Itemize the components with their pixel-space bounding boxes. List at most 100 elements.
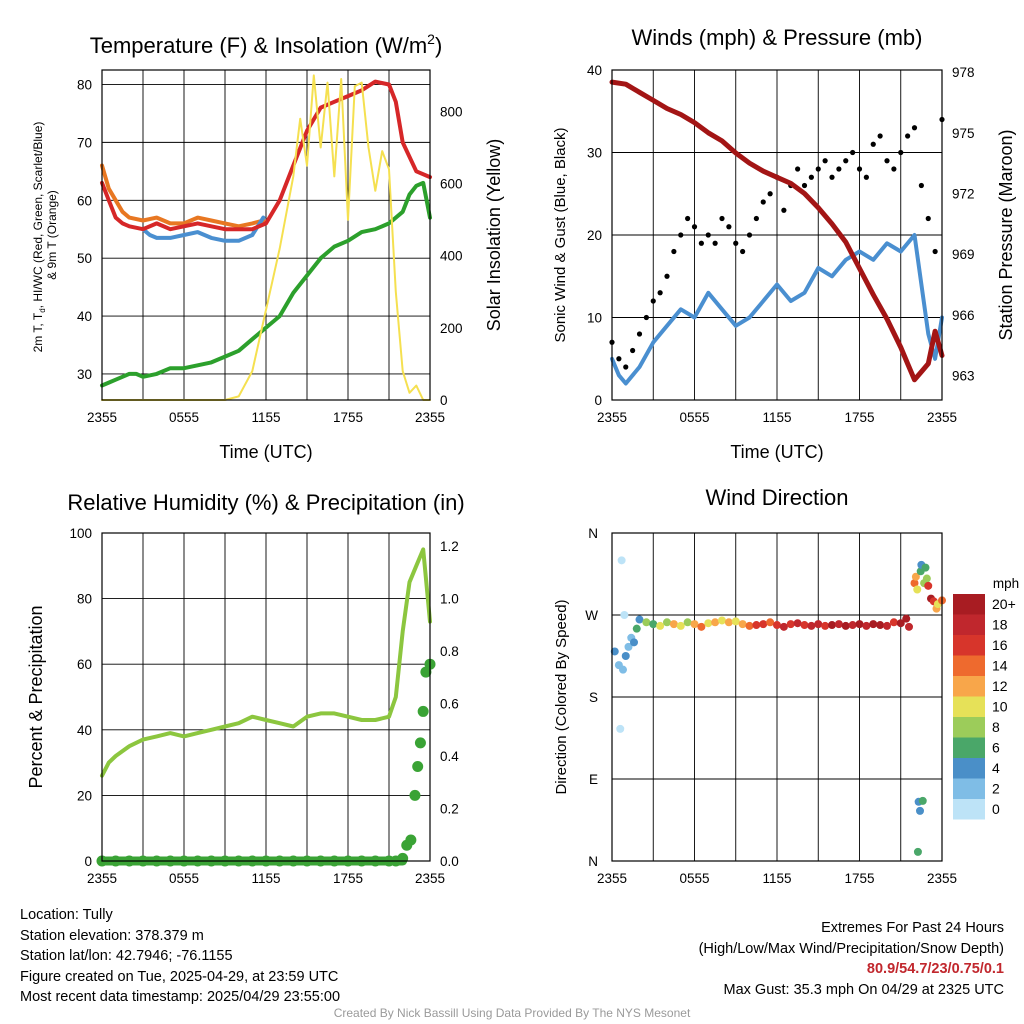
y-axis-label-pressure: Station Pressure (Maroon) bbox=[996, 129, 1016, 340]
direction-point bbox=[834, 620, 843, 629]
gust-point bbox=[856, 166, 863, 172]
gust-point bbox=[850, 149, 856, 156]
legend-swatch bbox=[953, 696, 985, 717]
y-right-tick-label: 800 bbox=[440, 104, 463, 119]
y-left-tick-label: 60 bbox=[77, 193, 92, 208]
direction-point bbox=[855, 620, 864, 629]
x-tick-label: 2355 bbox=[87, 871, 117, 886]
y-left-tick-label: W bbox=[585, 608, 598, 623]
gust-point bbox=[884, 158, 890, 164]
y-left-tick-label: 40 bbox=[587, 63, 602, 78]
direction-point bbox=[773, 621, 781, 630]
legend-label: 16 bbox=[992, 637, 1008, 653]
y-axis-label-winds: Sonic Wind & Gust (Blue, Black) bbox=[552, 127, 569, 342]
direction-point bbox=[922, 574, 931, 583]
direction-point bbox=[814, 620, 823, 629]
gust-point bbox=[932, 248, 938, 255]
legend-swatch bbox=[953, 799, 985, 820]
direction-point bbox=[620, 611, 629, 619]
direction-point bbox=[621, 652, 630, 660]
direction-point bbox=[610, 647, 619, 656]
legend-label: 18 bbox=[992, 617, 1008, 633]
direction-point bbox=[913, 847, 922, 856]
gust-point bbox=[870, 141, 876, 147]
direction-point bbox=[841, 621, 850, 630]
gust-point bbox=[781, 207, 787, 213]
gust-point bbox=[905, 133, 911, 139]
gust-point bbox=[630, 347, 636, 354]
panel-title-winds: Winds (mph) & Pressure (mb) bbox=[632, 25, 923, 50]
y-left-tick-label: 0 bbox=[594, 393, 602, 408]
y-right-tick-label: 972 bbox=[952, 186, 975, 201]
y-right-tick-label: 0.0 bbox=[440, 854, 459, 869]
gust-point bbox=[836, 166, 842, 172]
direction-point bbox=[676, 621, 685, 630]
gust-point bbox=[712, 240, 718, 246]
x-tick-label: 0555 bbox=[679, 410, 709, 425]
gust-point bbox=[801, 182, 808, 189]
extremes-legend: (High/Low/Max Wind/Precipitation/Snow De… bbox=[698, 940, 1004, 957]
x-tick-label: 1755 bbox=[333, 871, 363, 886]
direction-point bbox=[924, 581, 933, 590]
gust-point bbox=[767, 191, 773, 197]
direction-point bbox=[916, 806, 924, 815]
plot-frame-4 bbox=[611, 532, 943, 862]
y-left-tick-label: N bbox=[588, 526, 598, 541]
ylabel-part: 2m T, T bbox=[31, 312, 45, 352]
x-tick-label: 2355 bbox=[415, 410, 445, 425]
y-right-tick-label: 975 bbox=[952, 126, 975, 141]
humidity-line bbox=[100, 547, 432, 778]
legend-label: 8 bbox=[992, 719, 1000, 735]
y-axis-label-temperature-1: 2m T, Td, HI/WC (Red, Green, Scarlet/Blu… bbox=[31, 122, 47, 353]
direction-point bbox=[669, 620, 678, 629]
precip-point bbox=[414, 737, 426, 749]
gust-point bbox=[657, 290, 663, 296]
direction-point bbox=[642, 618, 651, 627]
gust-point bbox=[726, 224, 732, 230]
legend-label: 14 bbox=[992, 658, 1008, 674]
gust-point bbox=[829, 174, 835, 180]
direction-point bbox=[711, 618, 720, 627]
legend-swatch bbox=[953, 737, 985, 758]
y-left-tick-label: 30 bbox=[587, 146, 602, 161]
direction-point bbox=[883, 621, 891, 630]
y-left-tick-label: E bbox=[589, 772, 598, 787]
direction-point bbox=[876, 621, 885, 630]
x-tick-label: 2355 bbox=[415, 871, 445, 886]
gust-point bbox=[623, 364, 629, 370]
precip-point bbox=[417, 705, 429, 717]
legend-swatch bbox=[953, 676, 985, 697]
y-right-tick-label: 200 bbox=[440, 321, 463, 336]
gust-point bbox=[671, 248, 677, 255]
plot-frame-2 bbox=[611, 69, 943, 401]
x-tick-label: 0555 bbox=[679, 871, 709, 886]
gust-point bbox=[616, 356, 622, 362]
legend-label: 10 bbox=[992, 699, 1008, 715]
gust-point bbox=[691, 224, 698, 230]
direction-point bbox=[690, 620, 699, 629]
precip-point bbox=[409, 789, 421, 801]
gust-point bbox=[636, 331, 643, 337]
gust-point bbox=[733, 240, 739, 246]
y-left-tick-label: 40 bbox=[77, 723, 92, 738]
max-gust: Max Gust: 35.3 mph On 04/29 at 2325 UTC bbox=[723, 981, 1004, 998]
direction-point bbox=[649, 620, 658, 629]
direction-point bbox=[913, 585, 922, 594]
gust-point bbox=[918, 182, 924, 189]
direction-point bbox=[793, 619, 802, 628]
extremes-panel: Extremes For Past 24 Hours (High/Low/Max… bbox=[699, 918, 1004, 1000]
y-axis-label-insolation: Solar Insolation (Yellow) bbox=[484, 139, 504, 331]
station-info: Location: Tully Station elevation: 378.3… bbox=[20, 905, 340, 1008]
y-right-tick-label: 1.2 bbox=[440, 539, 459, 554]
legend-title: mph bbox=[993, 576, 1019, 591]
direction-point bbox=[869, 620, 878, 629]
y-right-tick-label: 963 bbox=[952, 369, 975, 384]
y-left-tick-label: 10 bbox=[587, 311, 602, 326]
y-right-tick-label: 1.0 bbox=[440, 592, 459, 607]
gust-point bbox=[740, 248, 746, 255]
x-tick-label: 2355 bbox=[597, 410, 627, 425]
legend-label: 12 bbox=[992, 678, 1008, 694]
direction-point bbox=[731, 617, 740, 626]
direction-point bbox=[656, 621, 665, 630]
ylabel-part: , HI/WC (Red, Green, Scarlet/Blue) bbox=[31, 122, 45, 309]
